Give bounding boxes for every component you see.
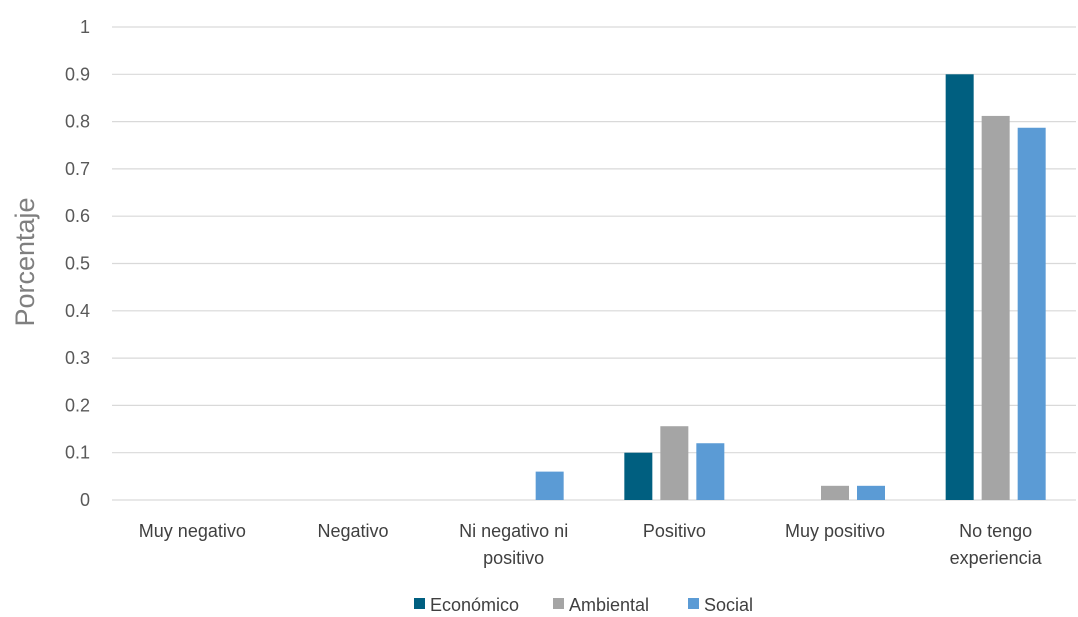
- y-tick-label: 0.2: [65, 395, 90, 415]
- y-tick-label: 0.1: [65, 443, 90, 463]
- y-tick-label: 0.8: [65, 112, 90, 132]
- x-category-label: Muy positivo: [785, 521, 885, 541]
- y-tick-label: 0.7: [65, 159, 90, 179]
- y-tick-label: 0.6: [65, 206, 90, 226]
- x-category-label: No tengo: [959, 521, 1032, 541]
- x-axis-categories: Muy negativo Negativo Ni negativo ni positi…: [139, 521, 1043, 568]
- legend-label: Económico: [430, 595, 519, 615]
- y-tick-label: 1: [80, 17, 90, 37]
- bar-social: [535, 471, 564, 500]
- y-tick-label: 0.9: [65, 64, 90, 84]
- y-axis-ticks: 0 0.1 0.2 0.3 0.4 0.5 0.6 0.7 0.8 0.9 1: [65, 17, 90, 510]
- legend-swatch: [553, 598, 564, 609]
- y-tick-label: 0.3: [65, 348, 90, 368]
- bar-social: [696, 443, 725, 500]
- x-category-label: Ni negativo ni: [459, 521, 568, 541]
- y-tick-label: 0.4: [65, 301, 90, 321]
- bar-social: [1017, 127, 1046, 501]
- x-category-label: experiencia: [950, 548, 1043, 568]
- bar-economico: [624, 452, 653, 500]
- bar-social: [857, 485, 885, 500]
- gridlines: [112, 26, 1076, 501]
- bar-ambiental: [821, 485, 849, 500]
- x-category-label: Muy negativo: [139, 521, 246, 541]
- legend-swatch: [414, 598, 425, 609]
- x-category-label: Negativo: [317, 521, 388, 541]
- x-category-label: Positivo: [643, 521, 706, 541]
- legend-label: Social: [704, 595, 753, 615]
- bar-economico: [945, 74, 974, 501]
- bar-ambiental: [660, 426, 689, 500]
- bars: [535, 74, 1046, 501]
- legend-swatch: [688, 598, 699, 609]
- y-axis-label: Porcentaje: [10, 197, 40, 326]
- legend: Económico Ambiental Social: [414, 595, 753, 615]
- x-category-label: positivo: [483, 548, 544, 568]
- legend-label: Ambiental: [569, 595, 649, 615]
- y-tick-label: 0.5: [65, 254, 90, 274]
- bar-ambiental: [981, 115, 1010, 500]
- y-tick-label: 0: [80, 490, 90, 510]
